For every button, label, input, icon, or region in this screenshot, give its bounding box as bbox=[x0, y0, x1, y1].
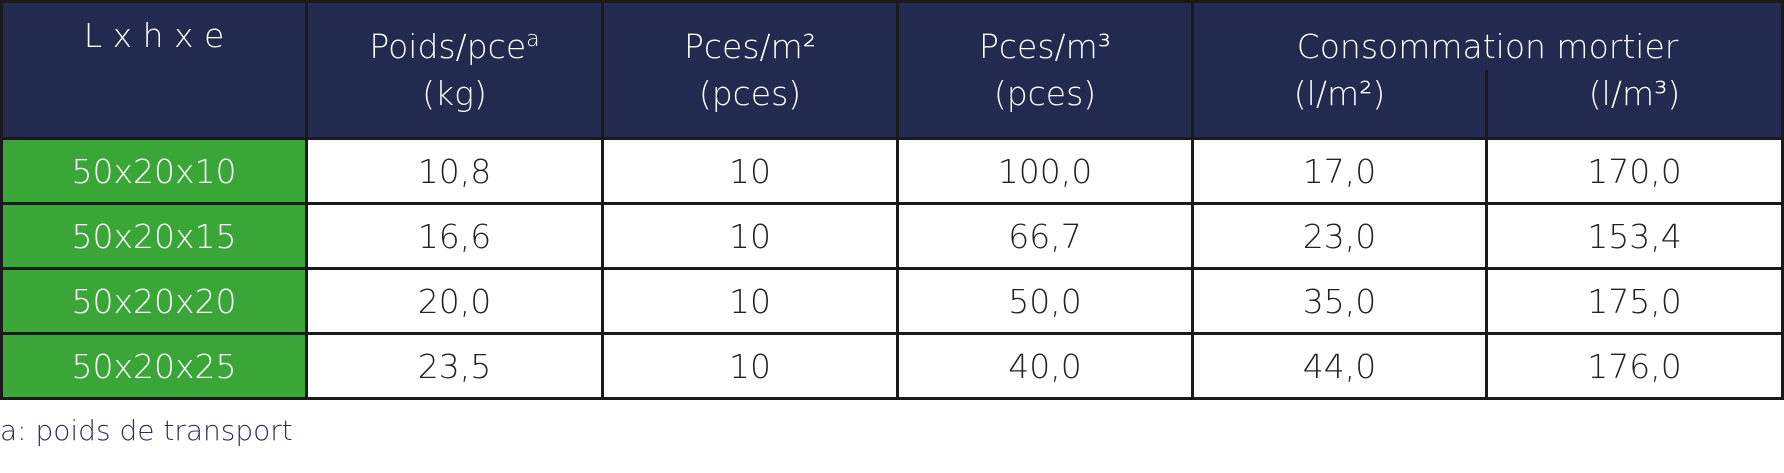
header-cell: Pces/m² bbox=[604, 3, 899, 70]
footnote-mark: a bbox=[526, 27, 540, 52]
table-cell: 23,5 bbox=[308, 335, 604, 400]
header-cell: Pces/m³ bbox=[899, 3, 1194, 70]
table-cell: 170,0 bbox=[1488, 140, 1784, 205]
table-cell: 44,0 bbox=[1194, 335, 1488, 400]
header-cell: L x h x e bbox=[3, 3, 308, 140]
table-cell: 10 bbox=[604, 270, 899, 335]
table-cell: 176,0 bbox=[1488, 335, 1784, 400]
header-cell: Consommation mortier bbox=[1194, 3, 1784, 70]
table-row: 50x20x15 16,6 10 66,7 23,0 153,4 bbox=[3, 205, 1784, 270]
table-row: 50x20x25 23,5 10 40,0 44,0 176,0 bbox=[3, 335, 1784, 400]
row-label: 50x20x25 bbox=[3, 335, 308, 400]
table-cell: 10,8 bbox=[308, 140, 604, 205]
table-cell: 16,6 bbox=[308, 205, 604, 270]
table-cell: 66,7 bbox=[899, 205, 1194, 270]
row-label: 50x20x20 bbox=[3, 270, 308, 335]
table-cell: 10 bbox=[604, 205, 899, 270]
header-cell: Poids/pcea bbox=[308, 3, 604, 70]
table-cell: 20,0 bbox=[308, 270, 604, 335]
table-cell: 17,0 bbox=[1194, 140, 1488, 205]
table-body: 50x20x10 10,8 10 100,0 17,0 170,0 50x20x15 16,6… bbox=[3, 140, 1784, 400]
row-label: 50x20x15 bbox=[3, 205, 308, 270]
table-cell: 23,0 bbox=[1194, 205, 1488, 270]
table-row: 50x20x20 20,0 10 50,0 35,0 175,0 bbox=[3, 270, 1784, 335]
footnote: a: poids de transport bbox=[0, 414, 293, 447]
header-unit: (pces) bbox=[899, 70, 1194, 140]
table-cell: 40,0 bbox=[899, 335, 1194, 400]
table-cell: 153,4 bbox=[1488, 205, 1784, 270]
header-unit: (l/m³) bbox=[1488, 70, 1784, 140]
table-cell: 10 bbox=[604, 335, 899, 400]
table-cell: 100,0 bbox=[899, 140, 1194, 205]
table-cell: 10 bbox=[604, 140, 899, 205]
table-cell: 175,0 bbox=[1488, 270, 1784, 335]
table-cell: 50,0 bbox=[899, 270, 1194, 335]
table-cell: 35,0 bbox=[1194, 270, 1488, 335]
header-unit: (kg) bbox=[308, 70, 604, 140]
row-label: 50x20x10 bbox=[3, 140, 308, 205]
header-unit: (l/m²) bbox=[1194, 70, 1488, 140]
data-table: L x h x e Poids/pcea Pces/m² Pces/m³ Con… bbox=[0, 0, 1784, 400]
table-row: 50x20x10 10,8 10 100,0 17,0 170,0 bbox=[3, 140, 1784, 205]
header-text: Poids/pce bbox=[369, 27, 527, 66]
header-unit: (pces) bbox=[604, 70, 899, 140]
